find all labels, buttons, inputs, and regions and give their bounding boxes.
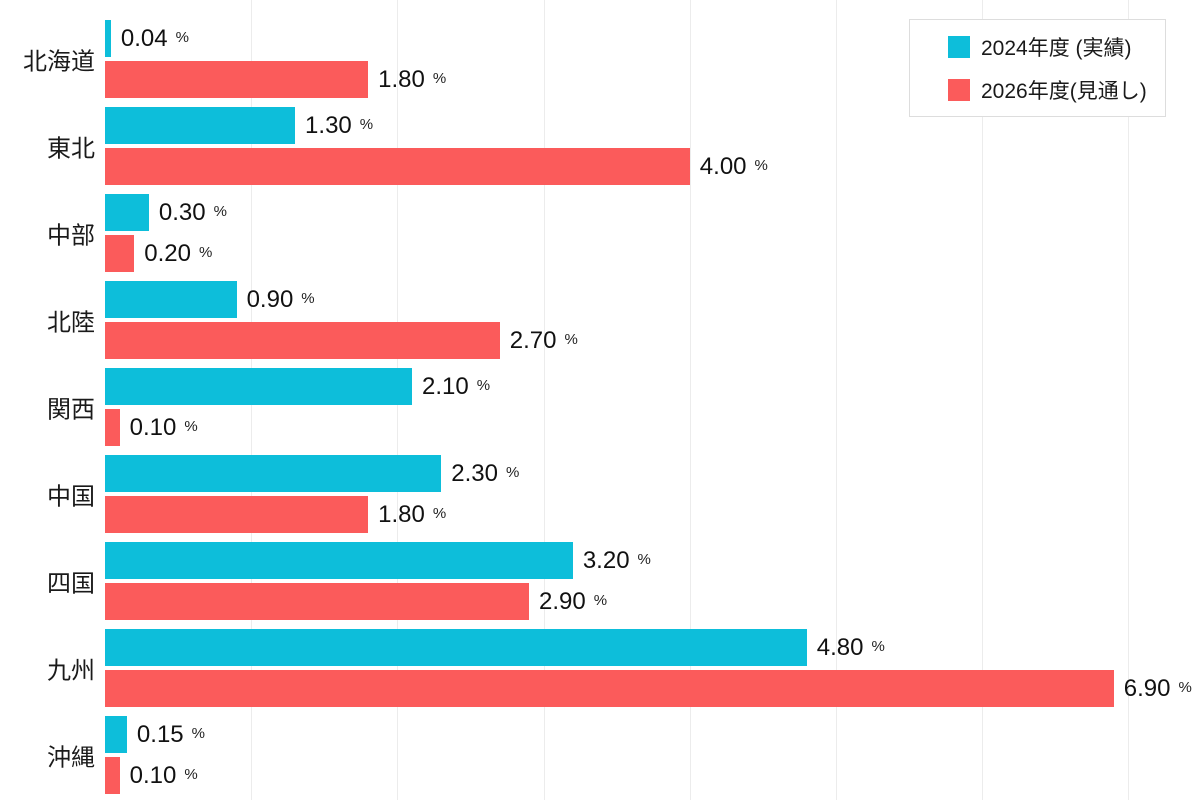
percent-sign: % — [198, 244, 213, 261]
percent-sign: % — [637, 551, 651, 568]
bar-2024 — [105, 281, 237, 318]
percent-sign: % — [175, 29, 189, 46]
value-number: 0.90 — [246, 285, 294, 313]
value-label: 2.70% — [510, 322, 578, 359]
legend-swatch-2026-icon — [948, 78, 970, 101]
bar-2024 — [105, 368, 413, 405]
value-label: 1.30% — [305, 107, 373, 144]
percent-sign: % — [184, 766, 198, 783]
value-number: 4.00 — [699, 152, 747, 180]
value-number: 2.10 — [422, 372, 469, 400]
value-number: 1.80 — [378, 65, 425, 93]
category-label: 中国 — [47, 483, 95, 511]
percent-sign: % — [871, 638, 885, 655]
value-number: 0.20 — [144, 239, 191, 267]
legend-label-2026: 2026年度(見通し) — [981, 79, 1147, 103]
gridline — [689, 0, 691, 800]
percent-sign: % — [505, 464, 520, 481]
value-label: 2.90% — [539, 583, 607, 620]
category-label: 北陸 — [47, 309, 95, 337]
value-number: 2.70 — [509, 326, 557, 354]
bar-2026 — [105, 670, 1114, 707]
value-number: 3.20 — [582, 546, 630, 574]
value-number: 2.90 — [538, 587, 586, 615]
percent-sign: % — [564, 331, 578, 348]
percent-sign: % — [1178, 679, 1192, 696]
value-label: 0.90% — [247, 281, 315, 318]
gridline — [1128, 0, 1130, 800]
category-label: 四国 — [47, 570, 95, 598]
category-label: 沖縄 — [47, 744, 95, 772]
value-label: 2.30% — [451, 455, 519, 492]
value-number: 1.30 — [305, 111, 352, 139]
value-label: 1.80% — [378, 61, 446, 98]
value-label: 0.04% — [121, 20, 189, 57]
value-label: 4.00% — [700, 148, 768, 185]
legend-item-2024: 2024年度 (実績) — [948, 32, 1165, 62]
value-label: 0.10% — [130, 409, 198, 446]
value-number: 6.90 — [1123, 674, 1171, 702]
value-number: 0.04 — [120, 24, 168, 52]
percent-sign: % — [476, 377, 491, 394]
value-number: 0.30 — [158, 198, 206, 226]
bar-2024 — [105, 20, 111, 57]
gridline — [982, 0, 984, 800]
value-label: 0.10% — [130, 757, 198, 794]
percent-sign: % — [432, 70, 447, 87]
value-label: 0.20% — [144, 235, 212, 272]
percent-sign: % — [184, 418, 198, 435]
legend: 2024年度 (実績) 2026年度(見通し) — [909, 19, 1166, 117]
bar-2024 — [105, 629, 807, 666]
bar-2024 — [105, 542, 573, 579]
bar-2026 — [105, 322, 500, 359]
value-number: 0.10 — [129, 761, 177, 789]
percent-sign: % — [593, 592, 608, 609]
value-label: 6.90% — [1124, 670, 1192, 707]
percent-sign: % — [301, 290, 315, 307]
value-label: 1.80% — [378, 496, 446, 533]
legend-item-2026: 2026年度(見通し) — [948, 75, 1165, 105]
category-label: 九州 — [47, 657, 95, 685]
category-label: 関西 — [47, 396, 95, 424]
value-number: 0.10 — [129, 413, 177, 441]
value-number: 2.30 — [451, 459, 498, 487]
legend-label-2024: 2024年度 (実績) — [981, 36, 1132, 60]
bar-2026 — [105, 409, 120, 446]
bar-2024 — [105, 716, 127, 753]
bar-2024 — [105, 455, 442, 492]
bar-2026 — [105, 148, 690, 185]
bar-2024 — [105, 107, 296, 144]
value-label: 3.20% — [583, 542, 651, 579]
bar-2026 — [105, 61, 369, 98]
value-label: 2.10% — [422, 368, 490, 405]
legend-swatch-2024-icon — [948, 35, 970, 58]
value-label: 0.30% — [159, 194, 227, 231]
gridline — [543, 0, 545, 800]
bar-2026 — [105, 496, 369, 533]
value-number: 1.80 — [378, 500, 425, 528]
value-label: 0.15% — [137, 716, 205, 753]
percent-sign: % — [359, 116, 374, 133]
bar-2026 — [105, 583, 529, 620]
bar-2026 — [105, 235, 135, 272]
category-label: 北海道 — [23, 48, 95, 76]
category-label: 中部 — [47, 222, 95, 250]
bar-2024 — [105, 194, 149, 231]
percent-sign: % — [432, 505, 447, 522]
percent-sign: % — [191, 725, 205, 742]
bar-2026 — [105, 757, 120, 794]
value-number: 4.80 — [816, 633, 864, 661]
value-number: 0.15 — [136, 720, 184, 748]
percent-sign: % — [213, 203, 227, 220]
value-label: 4.80% — [817, 629, 885, 666]
category-label: 東北 — [47, 135, 95, 163]
percent-sign: % — [754, 157, 768, 174]
gridline — [836, 0, 837, 800]
